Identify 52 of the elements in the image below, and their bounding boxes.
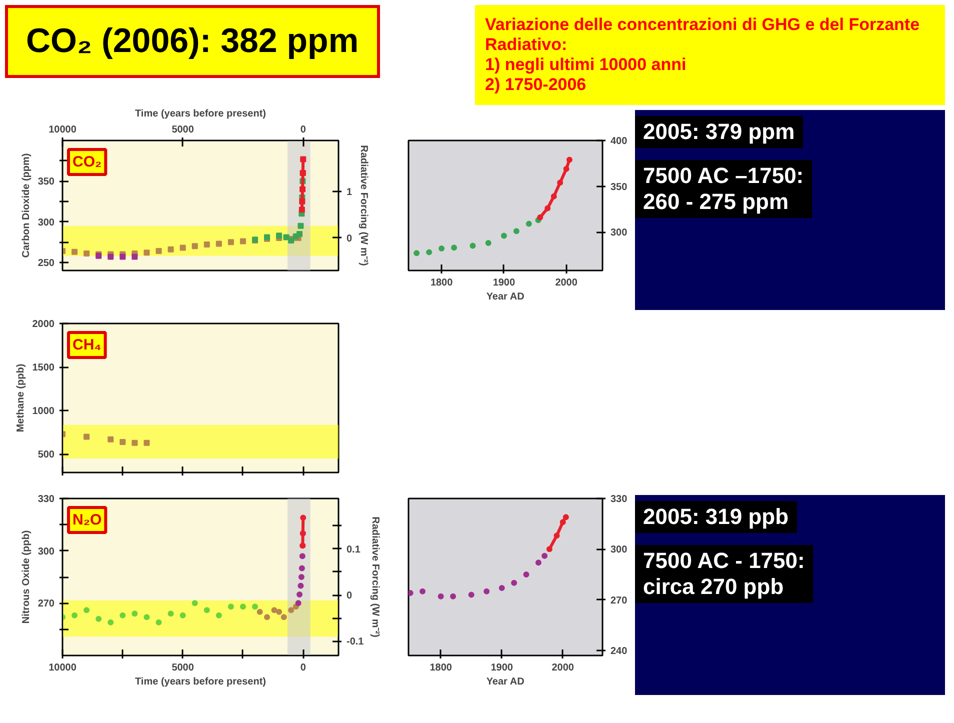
x-tick-label: 1900	[490, 662, 514, 674]
y-tick-label: 240	[610, 646, 628, 657]
x-tick-label: 1800	[430, 662, 452, 674]
x-tick-label: 2000	[555, 278, 578, 288]
x-axis-title: Time (years before present)	[135, 108, 266, 120]
x-tick-label: 0	[300, 124, 306, 136]
y2-axis-title: Radiative Forcing (W m⁻²)	[358, 145, 370, 266]
text: 7500 AC - 1750: circa 270 ppb	[635, 545, 813, 603]
y-tick-label: 500	[38, 450, 55, 461]
y-tick-label: 330	[38, 494, 55, 505]
x-tick-label: 1900	[492, 278, 516, 288]
x-axis-title: Time (years before present)	[135, 676, 266, 688]
y-tick-label: 1500	[32, 362, 55, 374]
text: 2005: 379 ppm	[635, 116, 803, 148]
x-tick-label: 10000	[48, 124, 77, 136]
y-tick-label: 400	[610, 136, 628, 147]
x-tick-label: 5000	[172, 124, 194, 136]
y-tick-label: 330	[610, 494, 628, 505]
x-tick-label: 1800	[430, 278, 454, 288]
y-tick-label: 1000	[32, 406, 55, 418]
y-tick-label: 300	[610, 544, 628, 556]
annotation: CH₄	[72, 336, 102, 354]
text: 7500 AC –1750: 260 - 275 ppm	[635, 160, 812, 218]
y-tick-label: 350	[38, 176, 55, 188]
y2-tick-label: 1	[346, 186, 352, 198]
y-axis-title: Nitrous Oxide (ppb)	[20, 530, 32, 624]
y2-tick-label: 0	[346, 590, 352, 602]
text: CO₂ (2006): 382 ppm	[5, 5, 380, 78]
y2-tick-label: 0	[346, 233, 352, 244]
y-axis-title: Carbon Dioxide (ppm)	[20, 153, 32, 258]
y-tick-label: 300	[38, 546, 55, 558]
y-axis-title: Methane (ppb)	[15, 364, 26, 432]
y-tick-label: 2000	[32, 319, 55, 330]
x-tick-label: 5000	[172, 662, 194, 674]
y-tick-label: 300	[38, 217, 55, 228]
text: 2005: 319 ppb	[635, 501, 797, 533]
y-tick-label: 270	[610, 595, 628, 606]
text: Variazione delle concentrazioni di GHG e del Forzante Radiativo: 1) negli ultimi 10000 anni 2) 1750-2006	[475, 5, 945, 105]
x-tick-label: 0	[300, 662, 306, 674]
y-tick-label: 350	[610, 182, 628, 193]
y-tick-label: 300	[610, 228, 628, 239]
x-axis-title: Year AD	[486, 292, 524, 302]
y-tick-label: 270	[38, 598, 55, 610]
y2-axis-title: Radiative Forcing (W m⁻²)	[370, 516, 381, 638]
x-axis-title: Year AD	[486, 676, 524, 688]
y2-tick-label: -0.1	[346, 636, 364, 648]
x-tick-label: 2000	[552, 662, 574, 674]
y2-tick-label: 0.1	[346, 544, 361, 556]
x-tick-label: 10000	[48, 662, 77, 674]
annotation: CO₂	[72, 154, 102, 170]
annotation: N₂O	[72, 512, 102, 528]
y-tick-label: 250	[38, 258, 55, 269]
